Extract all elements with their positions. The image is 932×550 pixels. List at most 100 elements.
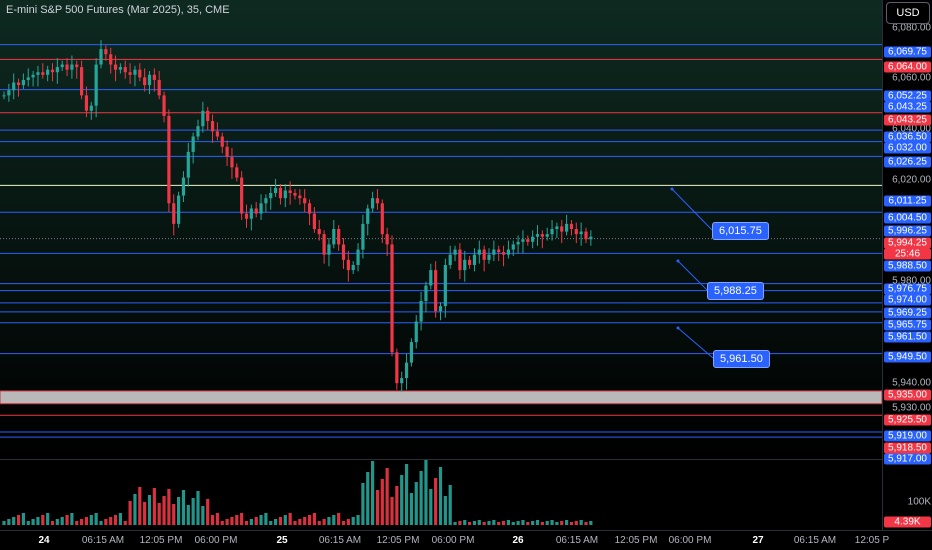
volume-bar — [506, 520, 510, 525]
volume-bar — [545, 521, 549, 525]
volume-bar — [569, 522, 574, 525]
price-callout[interactable]: 5,988.25 — [707, 282, 764, 300]
candle-body — [65, 64, 69, 70]
candle-body — [21, 79, 25, 86]
support-zone[interactable] — [0, 390, 882, 405]
volume-bar — [201, 506, 205, 525]
volume-bar — [424, 460, 428, 525]
volume-bar — [560, 521, 564, 525]
price-axis[interactable]: 6,080.00 6,060.00 6,040.00 6,020.00 5,980.00… — [882, 0, 932, 530]
candle-body — [579, 231, 583, 235]
volume-bar — [147, 495, 152, 525]
volume-bar — [332, 515, 336, 525]
time-tick: 12:05 PM — [139, 535, 183, 546]
candle-body — [565, 223, 569, 232]
candle-body — [419, 300, 423, 322]
volume-bar — [535, 520, 540, 525]
volume-bar — [31, 519, 35, 525]
volume-bar — [16, 515, 21, 525]
volume-bar — [346, 519, 350, 525]
candle-body — [395, 352, 399, 384]
candle-body — [380, 203, 384, 235]
volume-bar — [477, 520, 481, 525]
candle-body — [94, 64, 98, 106]
time-tick: 26 — [512, 535, 524, 546]
price-badge: 6,036.50 — [884, 131, 931, 143]
candle-body — [400, 378, 404, 384]
volume-bar — [361, 483, 365, 525]
candle-body — [545, 234, 549, 237]
volume-bar — [254, 517, 258, 525]
candle-body — [138, 69, 142, 78]
volume-bar — [244, 521, 249, 525]
price-badge: 5,974.00 — [884, 294, 931, 306]
candle-body — [317, 229, 321, 235]
price-badge: 5,988.50 — [884, 260, 931, 272]
candle-body — [210, 121, 215, 132]
candle-body — [186, 151, 190, 178]
candle-body — [278, 187, 283, 199]
volume-bar — [89, 515, 93, 525]
time-tick: 06:15 AM — [793, 535, 837, 546]
candle-body — [463, 259, 467, 271]
time-tick: 06:15 AM — [318, 535, 362, 546]
candle-body — [167, 115, 171, 204]
candle-body — [191, 136, 195, 152]
candle-body — [521, 239, 525, 242]
candle-body — [128, 72, 132, 75]
volume-bar — [429, 489, 433, 525]
price-chart[interactable] — [0, 0, 882, 530]
time-axis[interactable]: 24 06:15 AM 12:05 PM 06:00 PM 25 06:15 AM 12:0… — [0, 530, 932, 550]
volume-bar — [235, 515, 239, 525]
volume-bar — [196, 491, 200, 525]
price-badge: 6,069.75 — [884, 46, 931, 58]
candle-body — [375, 198, 380, 204]
volume-bar — [307, 515, 312, 525]
candle-body — [99, 49, 103, 65]
candle-body — [283, 190, 287, 199]
volume-bar — [99, 521, 103, 525]
volume-bar — [322, 519, 326, 525]
candle-body — [7, 90, 11, 96]
volume-bar — [438, 467, 443, 525]
candle-body — [429, 270, 433, 286]
candle-body — [346, 259, 350, 271]
candle-body — [453, 249, 457, 255]
price-badge: 6,026.25 — [884, 156, 931, 168]
volume-bar — [274, 519, 278, 525]
callout-anchor[interactable] — [670, 187, 674, 191]
candle-body — [332, 229, 336, 245]
callout-leader — [677, 327, 714, 359]
price-callout[interactable]: 5,961.50 — [713, 350, 770, 368]
candle-body — [438, 306, 443, 312]
candle-body — [303, 198, 307, 204]
volume-bar — [46, 513, 50, 525]
currency-button[interactable]: USD — [886, 2, 930, 24]
candle-body — [259, 203, 263, 214]
volume-bar — [259, 515, 263, 525]
price-badge: 5,949.50 — [884, 351, 931, 363]
candle-body — [434, 270, 438, 312]
price-callout[interactable]: 6,015.75 — [712, 222, 769, 240]
callout-anchor[interactable] — [676, 259, 680, 263]
volume-bar — [186, 505, 190, 525]
volume-bar — [589, 521, 593, 525]
volume-bar — [404, 464, 409, 525]
volume-bar — [26, 521, 30, 525]
volume-bar — [419, 471, 423, 525]
candle-body — [196, 126, 200, 137]
volume-bar — [70, 513, 74, 525]
candle-body — [109, 54, 113, 65]
volume-bar — [487, 521, 491, 525]
candle-body — [240, 177, 244, 214]
candle-body — [448, 254, 452, 265]
volume-bar — [123, 521, 127, 525]
candle-body — [16, 82, 21, 86]
price-tick: 6,020.00 — [892, 174, 931, 186]
candle-body — [123, 67, 127, 73]
candle-body — [264, 198, 268, 204]
candle-body — [220, 136, 224, 147]
callout-anchor[interactable] — [676, 326, 680, 330]
price-badge: 5,976.75 — [884, 283, 931, 295]
volume-bar — [230, 517, 234, 525]
